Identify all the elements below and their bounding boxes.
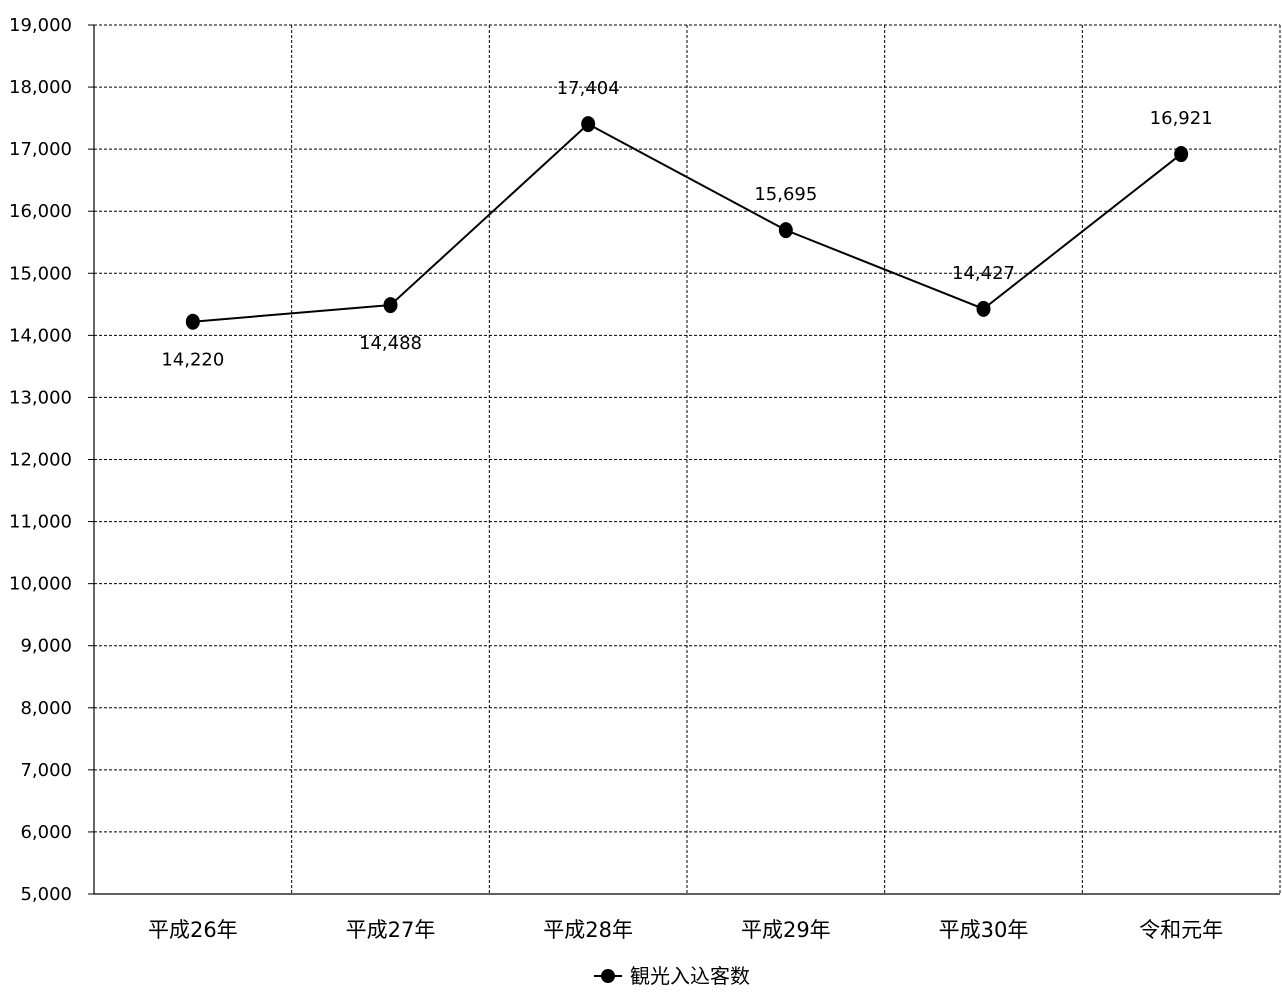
x-axis-ticks: 平成26年 平成27年 平成28年 平成29年 平成30年 令和元年 — [148, 918, 1223, 942]
data-point — [778, 222, 793, 239]
x-tick-label: 平成26年 — [148, 918, 238, 942]
data-label: 14,220 — [161, 350, 224, 371]
y-tick-label: 13,000 — [9, 387, 72, 408]
series-line — [192, 122, 1182, 323]
gridlines — [94, 24, 1281, 894]
axes — [88, 24, 1280, 895]
y-tick-label: 9,000 — [20, 636, 72, 657]
x-tick-label: 平成30年 — [939, 918, 1029, 942]
x-tick-label: 平成29年 — [741, 918, 831, 942]
y-tick-label: 12,000 — [9, 450, 72, 471]
data-label: 14,488 — [359, 333, 422, 354]
data-point — [1174, 146, 1189, 163]
legend-label: 観光入込客数 — [630, 964, 750, 988]
data-labels: 14,220 14,488 17,404 15,695 14,427 16,921 — [161, 78, 1212, 371]
series-line-layer — [185, 116, 1189, 330]
data-point — [383, 297, 398, 314]
y-tick-label: 7,000 — [20, 760, 72, 781]
data-point — [976, 300, 991, 317]
data-point — [185, 313, 200, 330]
y-tick-label: 10,000 — [9, 574, 72, 595]
y-axis-ticks: 5,000 6,000 7,000 8,000 9,000 10,000 11,000 12,… — [9, 15, 72, 905]
data-label: 15,695 — [754, 184, 817, 205]
data-label: 16,921 — [1150, 108, 1213, 129]
y-tick-label: 18,000 — [9, 77, 72, 98]
data-label: 17,404 — [557, 78, 620, 99]
y-tick-label: 15,000 — [9, 263, 72, 284]
y-tick-label: 16,000 — [9, 201, 72, 222]
y-tick-label: 19,000 — [9, 15, 72, 36]
data-label: 14,427 — [952, 263, 1015, 284]
y-tick-label: 5,000 — [20, 884, 72, 905]
x-tick-label: 令和元年 — [1139, 918, 1223, 942]
y-tick-label: 6,000 — [20, 822, 72, 843]
y-tick-label: 14,000 — [9, 325, 72, 346]
y-tick-label: 17,000 — [9, 139, 72, 160]
x-tick-label: 平成27年 — [346, 918, 436, 942]
x-tick-label: 平成28年 — [543, 918, 633, 942]
legend: 観光入込客数 — [594, 964, 750, 988]
legend-marker-swatch — [601, 969, 615, 983]
y-tick-label: 8,000 — [20, 698, 72, 719]
y-tick-label: 11,000 — [9, 512, 72, 533]
data-point — [581, 116, 596, 133]
